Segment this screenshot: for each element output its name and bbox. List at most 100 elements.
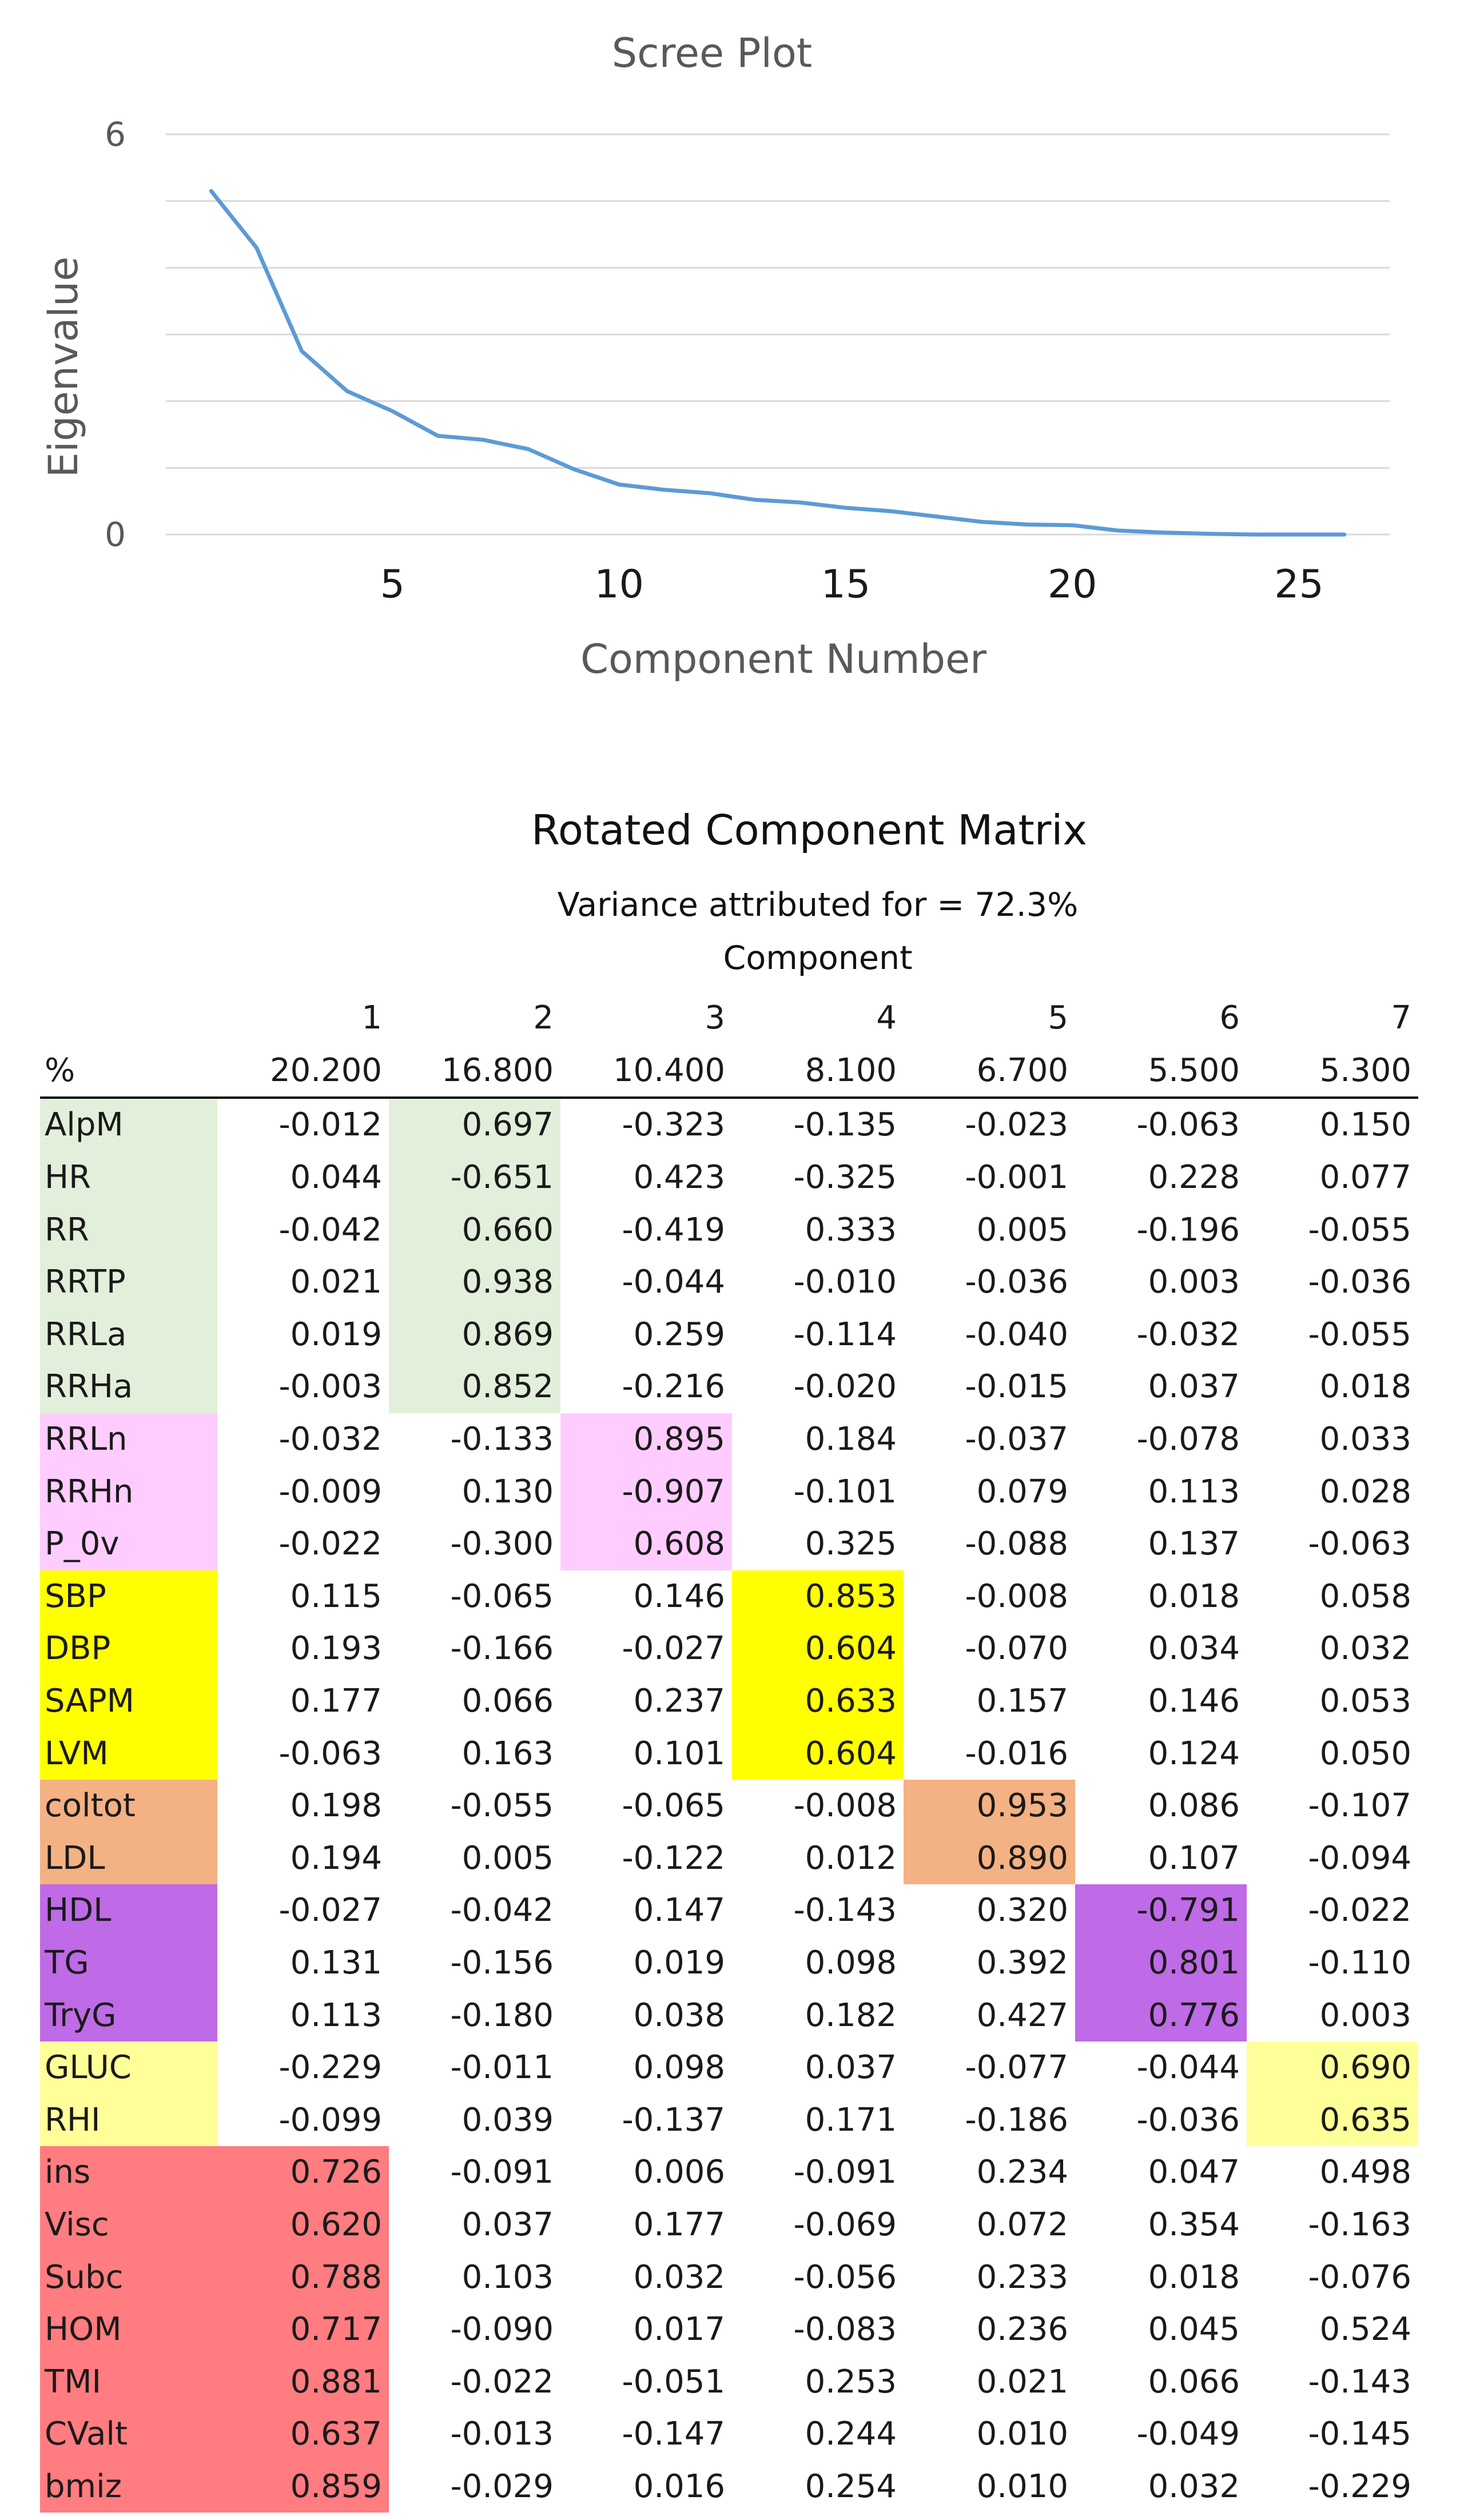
loading-cell: 0.938 xyxy=(389,1255,560,1309)
loading-cell: 0.881 xyxy=(217,2355,389,2409)
loading-cell: -0.069 xyxy=(793,2206,897,2243)
component-number: 6 xyxy=(1219,999,1240,1037)
loading-cell: -0.036 xyxy=(1136,2101,1240,2139)
loading-cell: -0.056 xyxy=(793,2258,897,2296)
variance-percent: 5.300 xyxy=(1247,1044,1418,1099)
loading-cell: 0.236 xyxy=(976,2311,1068,2348)
table-row: HDL -0.027 -0.042 0.147 -0.143 0.320 -0.791 -0.… xyxy=(40,1884,1418,1937)
loading-cell: 0.690 xyxy=(1247,2041,1418,2094)
loading-cell: -0.135 xyxy=(793,1106,897,1144)
loading-cell: -0.216 xyxy=(622,1368,725,1406)
loading-cell: 0.130 xyxy=(462,1473,554,1510)
loading-cell: -0.419 xyxy=(622,1211,725,1249)
variable-name: GLUC xyxy=(40,2041,217,2094)
loading-cell: 0.198 xyxy=(290,1787,382,1825)
loading-cell: 0.033 xyxy=(1319,1421,1411,1458)
component-number: 2 xyxy=(533,999,554,1037)
loading-cell: -0.063 xyxy=(1136,1106,1240,1144)
loading-cell: 0.086 xyxy=(1148,1787,1240,1825)
loading-cell: 0.037 xyxy=(462,2206,554,2243)
loading-cell: 0.852 xyxy=(389,1361,560,1413)
table-row: coltot 0.198 -0.055 -0.065 -0.008 0.953 0.086 -… xyxy=(40,1779,1418,1832)
loading-cell: 0.788 xyxy=(217,2251,389,2303)
loading-cell: 0.107 xyxy=(1148,1839,1240,1877)
loading-cell: -0.083 xyxy=(793,2311,897,2348)
loading-cell: 0.018 xyxy=(1148,1577,1240,1615)
component-number: 3 xyxy=(705,999,725,1037)
loading-cell: 0.717 xyxy=(217,2303,389,2356)
loading-cell: 0.047 xyxy=(1148,2154,1240,2191)
loading-cell: 0.177 xyxy=(633,2206,725,2243)
loading-cell: 0.697 xyxy=(389,1098,560,1151)
variable-name: TryG xyxy=(40,1989,217,2041)
loading-cell: -0.076 xyxy=(1308,2258,1411,2296)
loading-cell: 0.037 xyxy=(805,2049,897,2087)
loading-cell: 0.254 xyxy=(805,2467,897,2505)
variable-name: AlpM xyxy=(40,1098,217,1151)
variable-name: bmiz xyxy=(40,2460,217,2513)
gridlines xyxy=(166,133,1390,536)
loading-cell: -0.091 xyxy=(450,2154,554,2191)
loading-cell: 0.098 xyxy=(633,2049,725,2087)
loading-cell: 0.003 xyxy=(1148,1263,1240,1301)
x-tick-label: 5 xyxy=(380,562,405,607)
variable-name: RHI xyxy=(40,2094,217,2147)
loading-cell: -0.907 xyxy=(560,1465,732,1518)
component-number: 5 xyxy=(1048,999,1068,1037)
loading-cell: 0.018 xyxy=(1148,2258,1240,2296)
loading-cell: -0.110 xyxy=(1308,1944,1411,1981)
loading-cell: 0.124 xyxy=(1148,1735,1240,1772)
loading-cell: 0.137 xyxy=(1148,1525,1240,1563)
loading-cell: -0.001 xyxy=(965,1159,1068,1197)
loading-cell: 0.392 xyxy=(976,1944,1068,1981)
variable-name: RRLa xyxy=(40,1308,217,1361)
table-row: SAPM 0.177 0.066 0.237 0.633 0.157 0.146 0.053 xyxy=(40,1674,1418,1728)
variable-name: RRLn xyxy=(40,1413,217,1466)
component-number-row: 1 2 3 4 5 6 7 xyxy=(40,992,1418,1044)
loading-cell: -0.145 xyxy=(1308,2415,1411,2453)
rotated-component-matrix: 1 2 3 4 5 6 7% 20.200 16.800 10.400 8.100 6.700 5.50… xyxy=(40,992,1418,2513)
loading-cell: 0.244 xyxy=(805,2415,897,2453)
loading-cell: 0.193 xyxy=(290,1630,382,1668)
loading-cell: -0.008 xyxy=(965,1577,1068,1615)
variance-percent-row: % 20.200 16.800 10.400 8.100 6.700 5.500 5.300 xyxy=(40,1044,1418,1099)
loading-cell: -0.016 xyxy=(965,1735,1068,1772)
corner-cell xyxy=(40,992,217,1044)
loading-cell: -0.143 xyxy=(1308,2363,1411,2401)
loading-cell: -0.099 xyxy=(279,2101,382,2139)
loading-cell: 0.608 xyxy=(560,1517,732,1570)
loading-cell: -0.008 xyxy=(793,1787,897,1825)
loading-cell: -0.012 xyxy=(279,1106,382,1144)
table-row: Visc 0.620 0.037 0.177 -0.069 0.072 0.354 -0.16… xyxy=(40,2198,1418,2251)
loading-cell: 0.005 xyxy=(976,1211,1068,1249)
loading-cell: 0.018 xyxy=(1319,1368,1411,1406)
loading-cell: -0.036 xyxy=(965,1263,1068,1301)
loading-cell: -0.065 xyxy=(450,1577,554,1615)
variable-name: HR xyxy=(40,1151,217,1204)
y-tick-label: 0 xyxy=(105,515,126,554)
component-number: 4 xyxy=(876,999,897,1037)
loading-cell: -0.070 xyxy=(965,1630,1068,1668)
scree-plot-title: Scree Plot xyxy=(612,30,812,77)
loading-cell: -0.009 xyxy=(279,1473,382,1510)
loading-cell: 0.044 xyxy=(290,1159,382,1197)
loading-cell: -0.229 xyxy=(1308,2467,1411,2505)
loading-cell: 0.637 xyxy=(217,2408,389,2461)
loading-cell: 0.021 xyxy=(290,1263,382,1301)
loading-cell: -0.040 xyxy=(965,1315,1068,1353)
loading-cell: 0.953 xyxy=(904,1779,1075,1832)
loading-cell: -0.143 xyxy=(793,1892,897,1929)
loading-cell: -0.015 xyxy=(965,1368,1068,1406)
loading-cell: -0.055 xyxy=(450,1787,554,1825)
loading-cell: 0.050 xyxy=(1319,1735,1411,1772)
loading-cell: -0.010 xyxy=(793,1263,897,1301)
loading-cell: -0.022 xyxy=(450,2363,554,2401)
loading-cell: -0.022 xyxy=(279,1525,382,1563)
variance-percent: 16.800 xyxy=(389,1044,560,1099)
variable-name: CValt xyxy=(40,2408,217,2461)
variance-percent: 5.500 xyxy=(1075,1044,1247,1099)
table-row: HR 0.044 -0.651 0.423 -0.325 -0.001 0.228 0.077 xyxy=(40,1151,1418,1204)
loading-cell: 0.171 xyxy=(805,2101,897,2139)
variable-name: coltot xyxy=(40,1779,217,1832)
